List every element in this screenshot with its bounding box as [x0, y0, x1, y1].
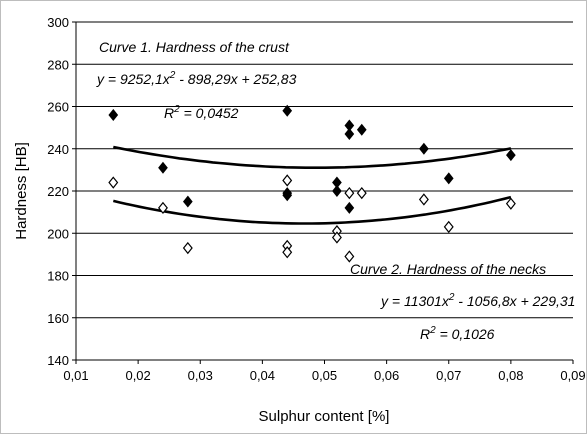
crust-point	[443, 172, 454, 185]
curve2-r-label: R	[420, 326, 430, 342]
trend-curve-1	[113, 145, 512, 169]
curve2-title: Curve 2. Hardness of the necks	[350, 261, 546, 277]
curve1-r2: R2 = 0,0452	[164, 104, 239, 121]
crust-point	[344, 127, 355, 140]
curve1-r-superscript: 2	[173, 104, 180, 115]
neck-point	[418, 193, 429, 206]
y-tick-label: 260	[47, 100, 69, 115]
neck-point	[356, 186, 367, 200]
curve1-eq-part-b: - 898,29x + 252,83	[175, 71, 296, 87]
x-tick-label: 0,04	[250, 368, 275, 383]
crust-point	[419, 142, 429, 155]
y-tick-label: 160	[47, 311, 69, 326]
trend-curve-2	[112, 195, 512, 225]
crust-point	[332, 185, 342, 197]
neck-point	[182, 241, 193, 255]
curve1-r-label: R	[164, 105, 174, 121]
axes	[72, 21, 574, 364]
y-tick-label: 180	[47, 269, 69, 284]
y-tick-label: 240	[47, 142, 69, 157]
crust-point	[344, 201, 355, 214]
x-tick-label: 0,01	[63, 368, 88, 383]
x-tick-label: 0,07	[436, 368, 461, 383]
neck-point	[443, 220, 454, 234]
x-tick-label: 0,05	[312, 368, 337, 383]
x-axis-title: Sulphur content [%]	[259, 408, 390, 425]
neck-point	[505, 197, 516, 210]
curve1-eq-part-a: y = 9252,1x	[96, 71, 171, 87]
neck-point	[108, 176, 119, 189]
x-tick-label: 0,08	[498, 368, 523, 383]
curve2-equation: y = 11301x2 - 1056,8x + 229,31	[380, 292, 575, 309]
y-tick-label: 300	[47, 15, 69, 30]
y-tick-label: 140	[47, 353, 69, 368]
crust-point	[356, 123, 367, 136]
trend-lines	[112, 145, 512, 225]
curve1-title: Curve 1. Hardness of the crust	[99, 39, 290, 55]
neck-point	[282, 174, 293, 187]
y-tick-label: 220	[47, 184, 69, 199]
y-axis-title: Hardness [HB]	[13, 142, 30, 240]
crust-point	[506, 149, 516, 162]
curve2-eq-part-b: - 1056,8x + 229,31	[454, 293, 575, 309]
neck-point	[331, 231, 342, 244]
curve2-eq-part-a: y = 11301x	[380, 293, 450, 309]
curve1-eq-superscript: 2	[169, 70, 176, 81]
curve1-equation: y = 9252,1x2 - 898,29x + 252,83	[96, 70, 297, 87]
curve2-r-superscript: 2	[429, 325, 436, 336]
curve2-eq-superscript: 2	[448, 292, 455, 303]
x-tick-label: 0,06	[374, 368, 399, 383]
crust-point	[108, 108, 119, 121]
neck-point	[344, 186, 355, 200]
tick-labels: 140 160 180 200 220 240 260 280 300 0,01 0,02 0,03 0…	[47, 15, 585, 383]
crust-point	[282, 187, 293, 200]
x-tick-label: 0,03	[188, 368, 213, 383]
crust-point	[158, 161, 168, 174]
y-tick-label: 200	[47, 226, 69, 241]
neck-point	[282, 246, 293, 259]
x-tick-label: 0,09	[560, 368, 585, 383]
curve2-r2: R2 = 0,1026	[420, 325, 495, 342]
crust-point	[182, 195, 193, 208]
grid	[76, 21, 573, 319]
curve1-r-value: = 0,0452	[180, 105, 239, 121]
neck-point	[344, 250, 355, 263]
data-points	[108, 104, 516, 263]
curve2-r-value: = 0,1026	[436, 326, 495, 342]
y-tick-label: 280	[47, 57, 69, 72]
crust-point	[282, 104, 293, 117]
neck-point	[158, 201, 168, 215]
x-tick-label: 0,02	[125, 368, 150, 383]
